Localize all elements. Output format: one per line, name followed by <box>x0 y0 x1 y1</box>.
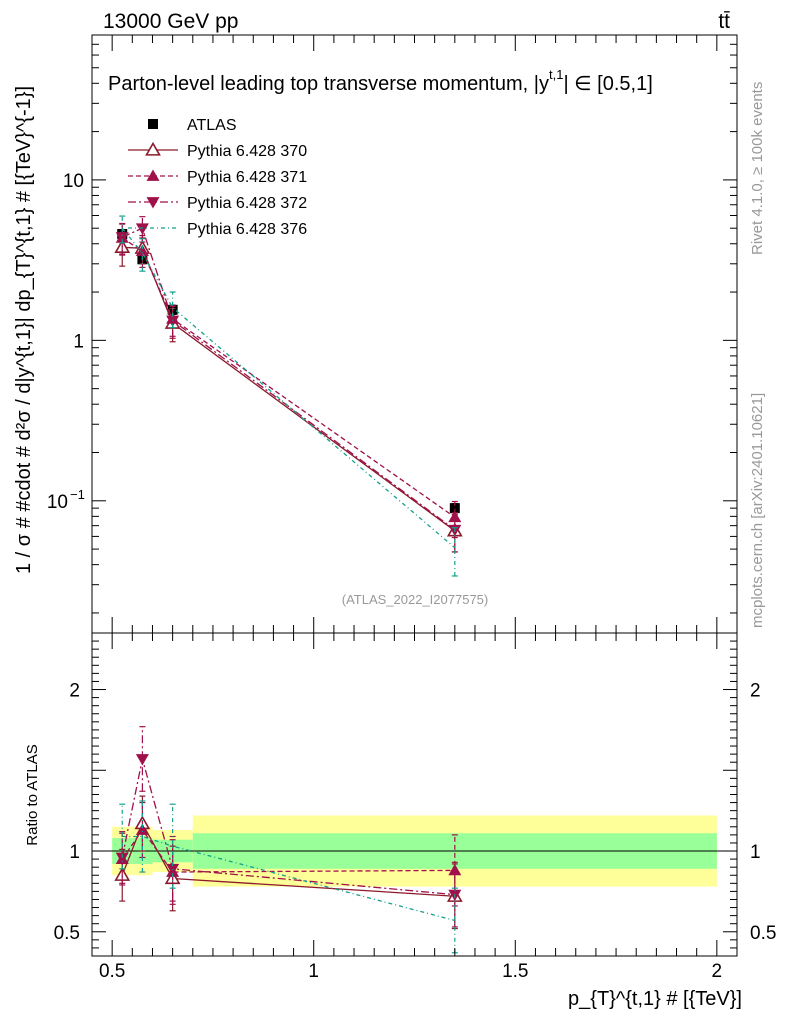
series-2-point <box>135 244 149 256</box>
series-0-point <box>449 503 460 514</box>
ratio-y-tick-label-right: 1 <box>750 842 761 863</box>
ratio-y-tick-label-right: 0.5 <box>750 923 776 944</box>
series-1-line <box>121 822 455 897</box>
process-label: tt̄ <box>718 10 730 33</box>
series-3-point <box>135 223 149 235</box>
x-tick-label: 1.5 <box>502 961 528 982</box>
series-2-line <box>121 237 456 518</box>
series-3-point <box>115 852 129 864</box>
series-3-point <box>115 232 129 244</box>
x-tick-label: 2 <box>712 961 723 982</box>
ratio-y-tick-label-right: 2 <box>750 681 761 702</box>
mcplots-label: mcplots.cern.ch [arXiv:2401.10621] <box>749 393 766 628</box>
ratio-y-tick-label: 0.5 <box>54 923 80 944</box>
ratio-y-axis-label: Ratio to ATLAS <box>24 744 41 845</box>
x-axis-label: p_{T}^{t,1} # [{TeV}] <box>568 988 742 1010</box>
series-1-line <box>122 246 456 532</box>
y-tick-label-exponent: −1 <box>70 487 85 502</box>
ratio-panel: 0.5 0.5 1 1 2 2 0.5 1 1.5 2 Ratio to ATLAS p_{T}^… <box>24 632 776 1010</box>
y-tick-label: 1 <box>73 331 84 352</box>
y-tick-label: 10 <box>63 171 84 192</box>
series-4-line <box>121 227 456 549</box>
legend-entry-3-marker <box>146 197 160 209</box>
watermark: (ATLAS_2022_I2077575) <box>342 592 488 607</box>
legend-entry-0-marker <box>148 119 158 129</box>
energy-label: 13000 GeV pp <box>103 10 238 33</box>
ratio-y-tick-label: 2 <box>69 681 80 702</box>
plot-title: Parton-level leading top transverse mome… <box>108 67 653 95</box>
series-3-line <box>121 758 455 896</box>
legend-entry-4-label: Pythia 6.428 376 <box>187 221 307 238</box>
rivet-label: Rivet 4.1.0, ≥ 100k events <box>749 82 766 255</box>
y-tick-label: 10 <box>47 492 68 513</box>
series-3-point <box>166 315 180 327</box>
x-tick-label: 1 <box>308 961 319 982</box>
legend-entry-1-marker <box>145 141 161 156</box>
legend-entry-2-marker <box>146 169 160 181</box>
ratio-y-tick-label: 1 <box>69 842 80 863</box>
x-tick-label: 0.5 <box>99 961 125 982</box>
series-4-line <box>122 835 455 922</box>
ratio-frame <box>91 632 738 957</box>
legend-entry-0-label: ATLAS <box>187 117 237 134</box>
main-y-axis-label: 1 / σ # #cdot # d²σ / d|y^{t,1}| dp_{T}^… <box>13 86 35 574</box>
series-2-point <box>448 863 462 876</box>
series-2-line <box>121 828 455 873</box>
series-3-point <box>135 754 149 766</box>
legend: ATLAS Pythia 6.428 370 Pythia 6.428 371 Pyt… <box>128 117 307 238</box>
series-2-point <box>135 823 149 835</box>
legend-entry-3-label: Pythia 6.428 372 <box>187 195 307 212</box>
legend-entry-1-label: Pythia 6.428 370 <box>187 143 307 160</box>
series-3-line <box>121 227 456 531</box>
legend-entry-2-label: Pythia 6.428 371 <box>187 169 307 186</box>
